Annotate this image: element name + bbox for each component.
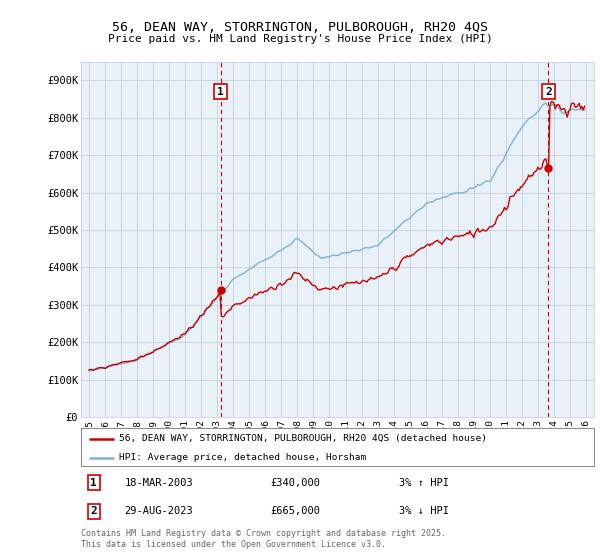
Text: HPI: Average price, detached house, Horsham: HPI: Average price, detached house, Hors…: [119, 453, 367, 462]
Text: £665,000: £665,000: [271, 506, 321, 516]
Text: 18-MAR-2003: 18-MAR-2003: [125, 478, 193, 488]
Text: £340,000: £340,000: [271, 478, 321, 488]
Text: Contains HM Land Registry data © Crown copyright and database right 2025.
This d: Contains HM Land Registry data © Crown c…: [81, 529, 446, 549]
Text: 3% ↑ HPI: 3% ↑ HPI: [399, 478, 449, 488]
Text: 1: 1: [217, 87, 224, 96]
Text: 29-AUG-2023: 29-AUG-2023: [125, 506, 193, 516]
Text: 1: 1: [91, 478, 97, 488]
Text: 2: 2: [91, 506, 97, 516]
Text: 56, DEAN WAY, STORRINGTON, PULBOROUGH, RH20 4QS: 56, DEAN WAY, STORRINGTON, PULBOROUGH, R…: [112, 21, 488, 34]
Text: 3% ↓ HPI: 3% ↓ HPI: [399, 506, 449, 516]
Text: 2: 2: [545, 87, 552, 96]
Text: Price paid vs. HM Land Registry's House Price Index (HPI): Price paid vs. HM Land Registry's House …: [107, 34, 493, 44]
Text: 56, DEAN WAY, STORRINGTON, PULBOROUGH, RH20 4QS (detached house): 56, DEAN WAY, STORRINGTON, PULBOROUGH, R…: [119, 434, 487, 443]
